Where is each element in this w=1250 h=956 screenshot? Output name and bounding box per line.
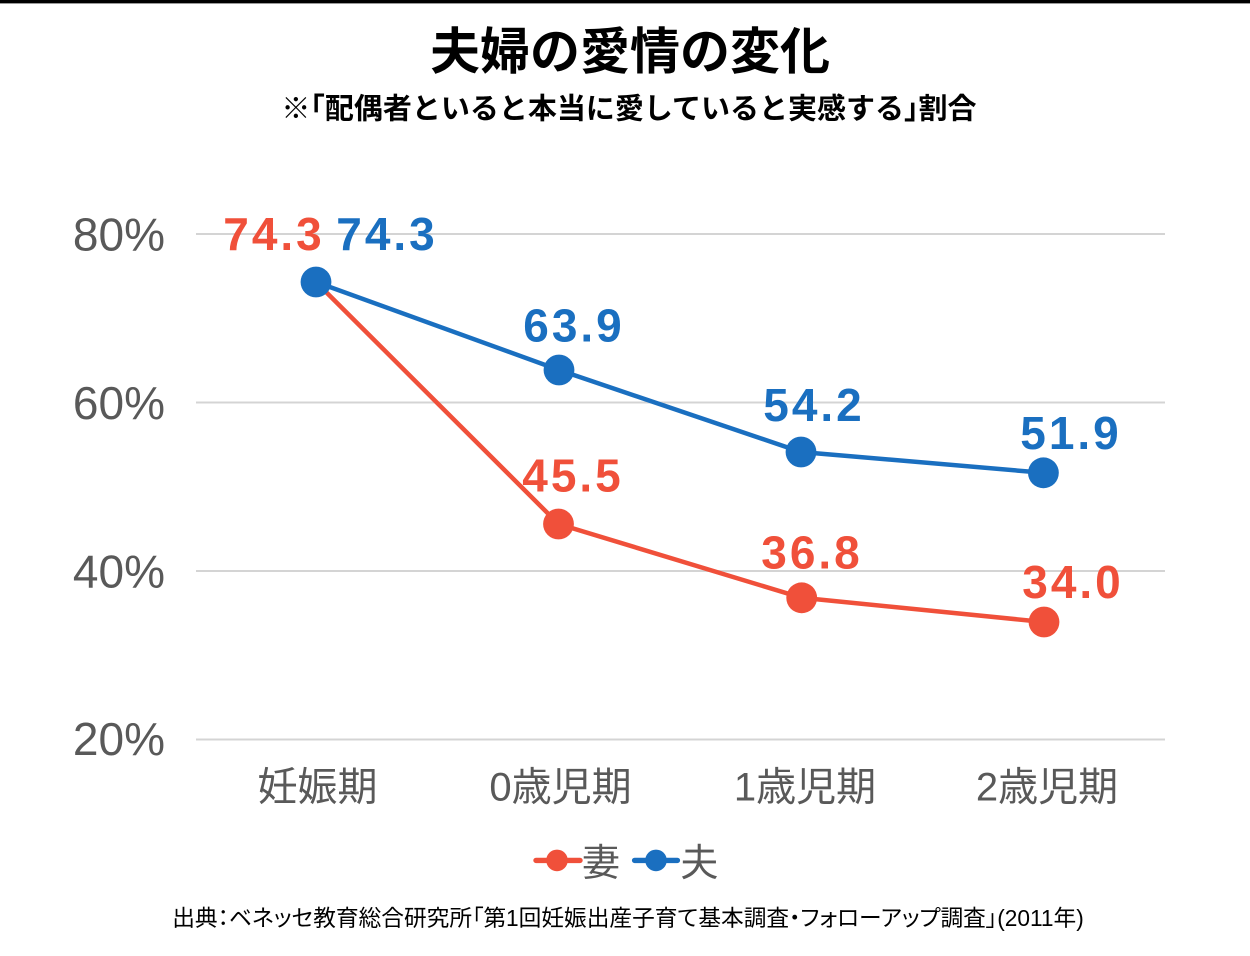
svg-text:妻: 妻 xyxy=(582,843,620,885)
svg-text:1歳児期: 1歳児期 xyxy=(734,765,876,809)
svg-text:夫: 夫 xyxy=(680,843,718,885)
svg-text:20%: 20% xyxy=(73,713,165,765)
svg-text:51.9: 51.9 xyxy=(1020,407,1122,459)
svg-text:74.3: 74.3 xyxy=(223,208,325,260)
svg-text:36.8: 36.8 xyxy=(761,527,863,579)
svg-text:63.9: 63.9 xyxy=(523,300,625,352)
svg-text:出典：ベネッセ教育総合研究所「第1回妊娠出産子育て基本調査・: 出典：ベネッセ教育総合研究所「第1回妊娠出産子育て基本調査・フォローアップ調査」… xyxy=(172,905,1084,931)
svg-text:妊娠期: 妊娠期 xyxy=(258,765,378,809)
svg-text:45.5: 45.5 xyxy=(522,450,624,502)
svg-text:0歳児期: 0歳児期 xyxy=(489,765,631,809)
svg-text:2歳児期: 2歳児期 xyxy=(976,765,1118,809)
svg-text:74.3: 74.3 xyxy=(336,208,438,260)
svg-text:54.2: 54.2 xyxy=(763,379,865,431)
svg-text:※｢配偶者といると本当に愛していると実感する｣割合: ※｢配偶者といると本当に愛していると実感する｣割合 xyxy=(281,93,976,126)
svg-text:80%: 80% xyxy=(73,208,165,260)
svg-text:夫婦の愛情の変化: 夫婦の愛情の変化 xyxy=(430,24,830,80)
svg-text:40%: 40% xyxy=(73,545,165,597)
svg-text:34.0: 34.0 xyxy=(1022,556,1124,608)
svg-text:60%: 60% xyxy=(73,377,165,429)
